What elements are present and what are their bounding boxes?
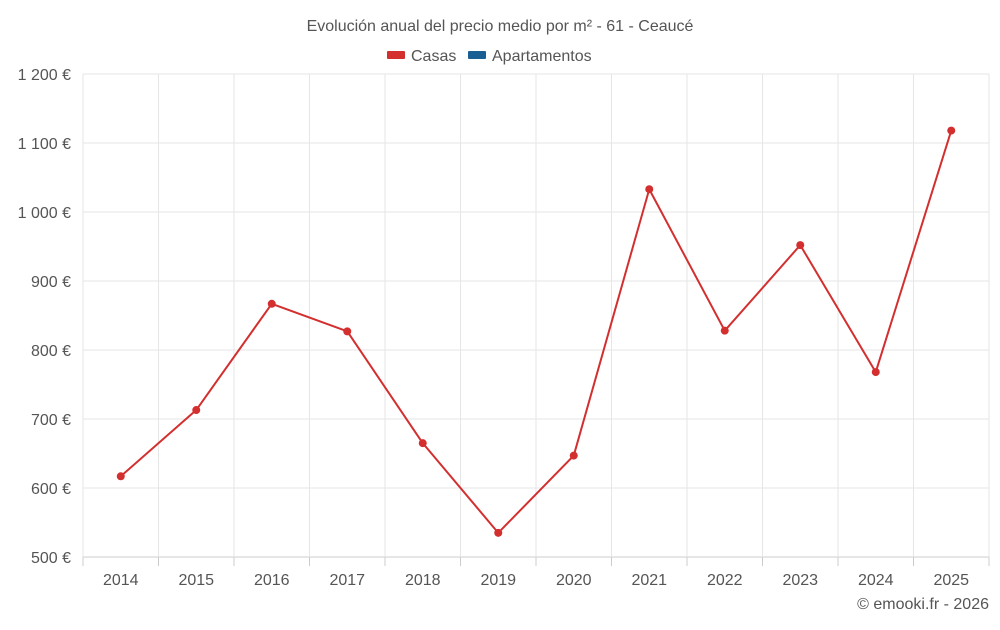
legend-label-apartamentos: Apartamentos: [492, 48, 592, 65]
y-tick-label: 800 €: [31, 343, 71, 360]
chart-title: Evolución anual del precio medio por m² …: [307, 18, 694, 35]
data-point-casas-2016[interactable]: [267, 299, 276, 308]
legend-item-casas[interactable]: Casas: [387, 48, 456, 65]
y-axis: 500 € 600 € 700 € 800 € 900 € 1 000 € 1 100 € 1…: [18, 67, 71, 567]
x-tick-label: 2021: [631, 572, 667, 589]
legend-swatch-casas: [387, 51, 405, 59]
x-tick-label: 2016: [254, 572, 290, 589]
series-layer: [116, 126, 956, 537]
x-tick-label: 2023: [782, 572, 818, 589]
x-tick-label: 2018: [405, 572, 441, 589]
legend-item-apartamentos[interactable]: Apartamentos: [468, 48, 592, 65]
data-point-casas-2022[interactable]: [720, 326, 729, 335]
data-point-casas-2015[interactable]: [192, 406, 201, 415]
y-tick-label: 500 €: [31, 550, 71, 567]
data-point-casas-2020[interactable]: [569, 451, 578, 460]
x-tick-label: 2019: [480, 572, 516, 589]
y-tick-label: 1 000 €: [18, 205, 71, 222]
y-tick-label: 1 200 €: [18, 67, 71, 84]
x-tick-label: 2025: [933, 572, 969, 589]
y-tick-label: 900 €: [31, 274, 71, 291]
data-point-casas-2014[interactable]: [116, 472, 125, 481]
x-tick-label: 2022: [707, 572, 743, 589]
x-tick-label: 2014: [103, 572, 139, 589]
data-point-casas-2019[interactable]: [494, 528, 503, 537]
series-line-casas: [120, 130, 953, 534]
legend-swatch-apartamentos: [468, 51, 486, 59]
y-tick-label: 700 €: [31, 412, 71, 429]
legend: Casas Apartamentos: [387, 48, 592, 65]
credit-text: © emooki.fr - 2026: [857, 596, 989, 613]
x-axis: 2014 2015 2016 2017 2018 2019 2020 2021 2022 2023…: [82, 557, 990, 589]
grid: [82, 73, 990, 558]
legend-label-casas: Casas: [411, 48, 456, 65]
y-tick-label: 600 €: [31, 481, 71, 498]
data-point-casas-2025[interactable]: [947, 126, 956, 135]
data-point-casas-2017[interactable]: [343, 327, 352, 336]
x-tick-label: 2024: [858, 572, 894, 589]
y-tick-label: 1 100 €: [18, 136, 71, 153]
data-point-casas-2021[interactable]: [645, 185, 654, 194]
data-point-casas-2023[interactable]: [796, 241, 805, 250]
data-point-casas-2024[interactable]: [871, 368, 880, 377]
x-tick-label: 2017: [329, 572, 365, 589]
x-tick-label: 2020: [556, 572, 592, 589]
x-tick-label: 2015: [178, 572, 214, 589]
data-point-casas-2018[interactable]: [418, 439, 427, 448]
